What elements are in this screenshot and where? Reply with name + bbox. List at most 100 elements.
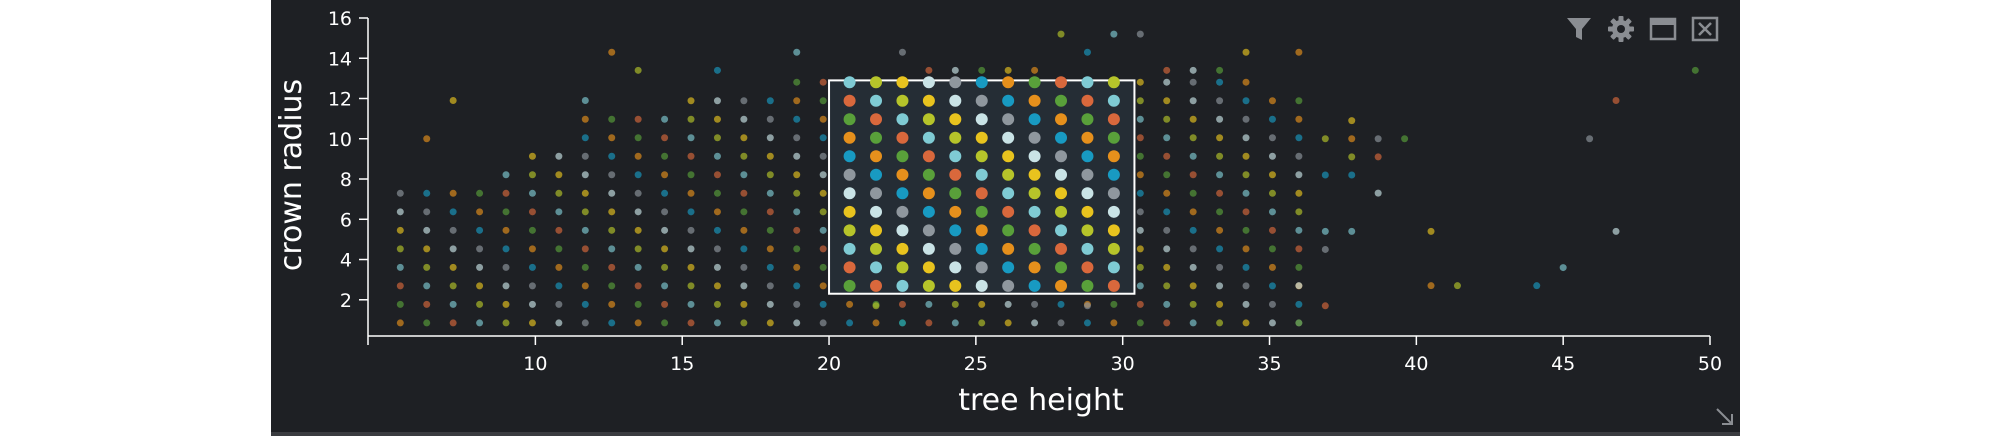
data-point xyxy=(1028,242,1041,255)
data-point xyxy=(528,300,536,308)
data-point xyxy=(449,282,457,290)
data-point xyxy=(922,279,935,292)
data-point xyxy=(949,242,962,255)
data-point xyxy=(975,113,988,126)
data-point xyxy=(1189,282,1197,290)
data-point xyxy=(819,226,827,234)
data-point xyxy=(1057,30,1065,38)
data-point xyxy=(502,282,510,290)
data-point xyxy=(793,48,801,56)
data-point xyxy=(1107,205,1120,218)
data-point xyxy=(1081,113,1094,126)
data-point xyxy=(1189,319,1197,327)
data-point xyxy=(713,282,721,290)
data-point xyxy=(608,245,616,253)
data-point xyxy=(1028,168,1041,181)
data-point xyxy=(608,263,616,271)
data-point xyxy=(793,134,801,142)
data-point xyxy=(713,134,721,142)
data-point xyxy=(1189,263,1197,271)
data-point xyxy=(687,263,695,271)
data-point xyxy=(476,300,484,308)
data-point xyxy=(634,226,642,234)
data-point xyxy=(687,189,695,197)
data-point xyxy=(766,115,774,123)
data-point xyxy=(687,152,695,160)
data-point xyxy=(396,189,404,197)
data-point xyxy=(1163,245,1171,253)
data-point xyxy=(870,224,883,237)
x-tick-label: 15 xyxy=(670,353,694,375)
data-point xyxy=(846,319,854,327)
data-point xyxy=(555,300,563,308)
data-point xyxy=(1163,66,1171,74)
data-point xyxy=(1216,189,1224,197)
data-point xyxy=(1002,187,1015,200)
data-point xyxy=(661,115,669,123)
data-point xyxy=(634,282,642,290)
data-point xyxy=(1427,227,1435,235)
data-point xyxy=(1427,282,1435,290)
data-point xyxy=(1081,242,1094,255)
data-point xyxy=(766,282,774,290)
data-point xyxy=(949,131,962,144)
data-point xyxy=(870,113,883,126)
data-point xyxy=(1081,279,1094,292)
data-point xyxy=(1321,171,1329,179)
data-point xyxy=(502,263,510,271)
data-point xyxy=(975,131,988,144)
data-point xyxy=(843,131,856,144)
data-point xyxy=(843,150,856,163)
data-point xyxy=(1081,187,1094,200)
data-point xyxy=(978,319,986,327)
data-point xyxy=(1268,245,1276,253)
data-point xyxy=(1081,131,1094,144)
data-point xyxy=(1028,76,1041,89)
data-point xyxy=(975,242,988,255)
data-point xyxy=(896,242,909,255)
data-point xyxy=(608,226,616,234)
data-point xyxy=(1031,66,1039,74)
data-point xyxy=(1216,134,1224,142)
maximize-icon[interactable] xyxy=(1648,14,1678,44)
data-point xyxy=(528,189,536,197)
data-point xyxy=(396,245,404,253)
chart-panel: 10 15 20 25 30 35 40 45 50 2 4 6 8 10 12 14 16 tree hei… xyxy=(271,0,1740,432)
data-point xyxy=(1028,150,1041,163)
data-point xyxy=(896,205,909,218)
data-point xyxy=(793,115,801,123)
data-point xyxy=(1453,282,1461,290)
data-point xyxy=(1163,97,1171,105)
data-point xyxy=(925,300,933,308)
data-point xyxy=(922,242,935,255)
data-point xyxy=(502,300,510,308)
data-point xyxy=(1189,115,1197,123)
close-icon[interactable] xyxy=(1690,14,1720,44)
data-point xyxy=(661,208,669,216)
gear-icon[interactable] xyxy=(1606,14,1636,44)
data-point xyxy=(975,150,988,163)
data-point xyxy=(1321,135,1329,143)
y-tick-label: 10 xyxy=(328,129,352,151)
resize-handle-icon[interactable] xyxy=(1714,406,1736,428)
filter-icon[interactable] xyxy=(1564,14,1594,44)
data-point xyxy=(713,189,721,197)
data-point xyxy=(1055,113,1068,126)
data-point xyxy=(870,94,883,107)
data-point xyxy=(1189,134,1197,142)
data-point xyxy=(975,76,988,89)
data-point xyxy=(1295,282,1303,290)
data-point xyxy=(1031,319,1039,327)
data-point xyxy=(1612,97,1620,105)
data-point xyxy=(1216,263,1224,271)
data-point xyxy=(949,261,962,274)
x-tick-label: 40 xyxy=(1404,353,1428,375)
data-point xyxy=(1081,150,1094,163)
y-tick-label: 14 xyxy=(328,48,352,70)
data-point xyxy=(423,208,431,216)
data-point xyxy=(1163,78,1171,86)
data-point xyxy=(1136,115,1144,123)
data-point xyxy=(922,224,935,237)
data-point xyxy=(581,226,589,234)
data-point xyxy=(1189,97,1197,105)
